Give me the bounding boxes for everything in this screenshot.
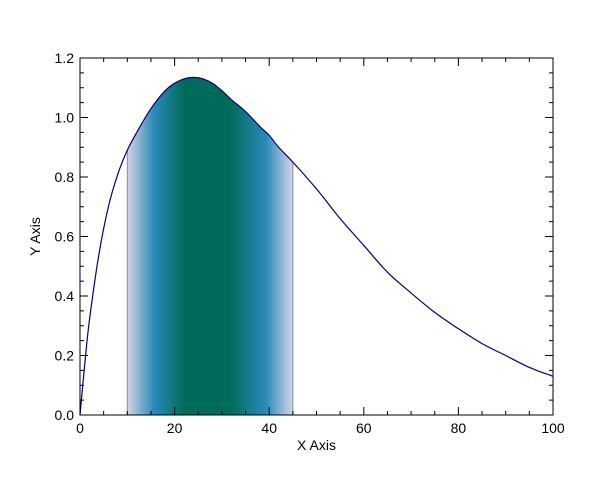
- y-axis-title: Y Axis: [27, 217, 43, 256]
- x-tick-label: 20: [167, 420, 183, 436]
- tick-labels-layer: 0 20 40 60 80 100 0.0 0.2 0.4 0.6 0.8 1.0 1.2: [55, 50, 565, 436]
- y-tick-label: 0.6: [55, 229, 75, 245]
- series-line-layer: [79, 76, 554, 416]
- x-tick-label: 100: [541, 420, 565, 436]
- y-tick-label: 0.0: [55, 407, 75, 423]
- shaded-region-layer: [126, 77, 294, 415]
- y-tick-label: 0.4: [55, 288, 75, 304]
- y-tick-label: 0.2: [55, 348, 75, 364]
- y-tick-label: 1.0: [55, 110, 75, 126]
- y-tick-label: 0.8: [55, 169, 75, 185]
- x-tick-label: 0: [76, 420, 84, 436]
- series-line: [79, 76, 554, 416]
- ticks-layer: [79, 57, 554, 416]
- x-tick-label: 80: [451, 420, 467, 436]
- x-tick-label: 60: [356, 420, 372, 436]
- x-tick-label: 40: [261, 420, 277, 436]
- shaded-region: [127, 77, 293, 415]
- x-axis-title: X Axis: [297, 437, 336, 453]
- y-tick-label: 1.2: [55, 50, 75, 66]
